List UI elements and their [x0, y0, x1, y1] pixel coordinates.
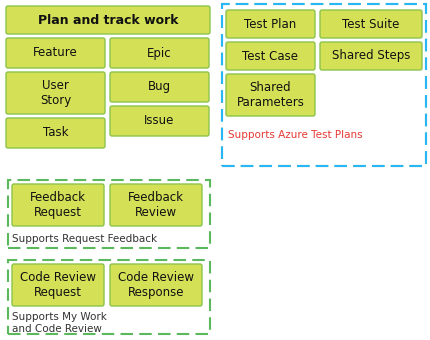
Text: Supports Request Feedback: Supports Request Feedback [12, 234, 157, 244]
FancyBboxPatch shape [6, 118, 105, 148]
FancyBboxPatch shape [110, 184, 202, 226]
FancyBboxPatch shape [6, 38, 105, 68]
FancyBboxPatch shape [225, 74, 314, 116]
FancyBboxPatch shape [319, 42, 421, 70]
FancyBboxPatch shape [110, 264, 202, 306]
Bar [8, 180, 209, 248]
FancyBboxPatch shape [225, 42, 314, 70]
Text: Supports Azure Test Plans: Supports Azure Test Plans [227, 130, 362, 140]
Text: User
Story: User Story [40, 79, 71, 107]
Text: Plan and track work: Plan and track work [38, 14, 178, 27]
Text: Shared Steps: Shared Steps [331, 50, 409, 63]
Text: Task: Task [43, 126, 68, 139]
Text: Code Review
Request: Code Review Request [20, 271, 96, 299]
Bar [8, 260, 209, 334]
Text: Feature: Feature [33, 47, 78, 60]
Text: Test Case: Test Case [242, 50, 298, 63]
Text: Shared
Parameters: Shared Parameters [236, 81, 304, 109]
Text: Supports My Work
and Code Review: Supports My Work and Code Review [12, 312, 107, 334]
FancyBboxPatch shape [110, 72, 209, 102]
Bar [221, 4, 425, 166]
FancyBboxPatch shape [110, 106, 209, 136]
Text: Issue: Issue [144, 115, 174, 128]
FancyBboxPatch shape [12, 264, 104, 306]
FancyBboxPatch shape [225, 10, 314, 38]
Text: Feedback
Review: Feedback Review [128, 191, 184, 219]
Bar [221, 4, 425, 166]
FancyBboxPatch shape [6, 6, 209, 34]
FancyBboxPatch shape [110, 38, 209, 68]
Text: Bug: Bug [147, 81, 171, 94]
Text: Epic: Epic [147, 47, 172, 60]
Text: Test Suite: Test Suite [341, 17, 399, 31]
Text: Code Review
Response: Code Review Response [118, 271, 194, 299]
FancyBboxPatch shape [6, 72, 105, 114]
FancyBboxPatch shape [319, 10, 421, 38]
Text: Feedback
Request: Feedback Request [30, 191, 86, 219]
Text: Test Plan: Test Plan [244, 17, 296, 31]
FancyBboxPatch shape [12, 184, 104, 226]
